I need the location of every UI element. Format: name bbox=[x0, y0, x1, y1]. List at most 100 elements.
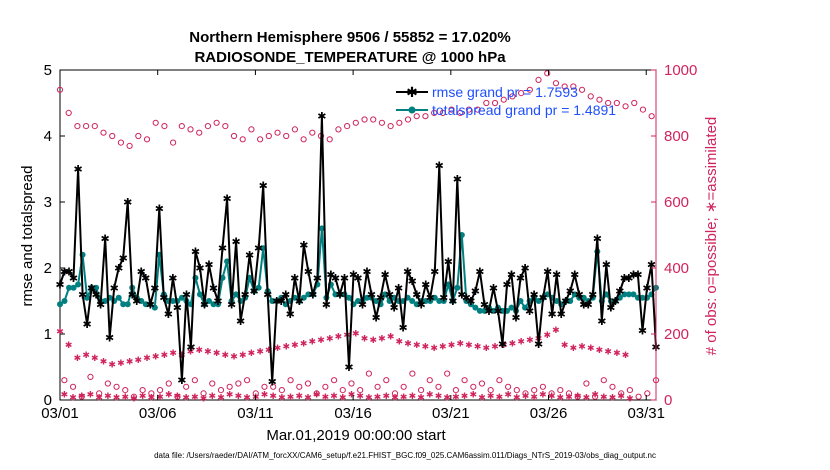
obs-assimilated-marker: ✱ bbox=[435, 392, 443, 402]
obs-possible-marker bbox=[344, 123, 351, 130]
obs-possible-marker bbox=[365, 370, 372, 377]
obs-assimilated-marker: ✱ bbox=[69, 394, 77, 404]
rmse-point: ✱ bbox=[241, 288, 250, 301]
y2-tick-label: 400 bbox=[664, 260, 689, 277]
obs-assimilated-marker: ✱ bbox=[191, 393, 199, 403]
obs-assimilated-marker: ✱ bbox=[548, 392, 556, 402]
rmse-point: ✱ bbox=[119, 252, 128, 265]
y2-axis-label: # of obs: o=possible; ∗=assimilated bbox=[703, 117, 720, 356]
obs-possible-marker bbox=[635, 393, 642, 400]
obs-assimilated-marker: ✱ bbox=[335, 333, 343, 343]
data-file-footer: data file: /Users/raeder/DAI/ATM_forcXX/… bbox=[154, 451, 656, 460]
obs-possible-marker bbox=[361, 116, 368, 123]
obs-assimilated-marker: ✱ bbox=[513, 394, 521, 404]
rmse-point: ✱ bbox=[371, 312, 380, 325]
obs-possible-marker bbox=[491, 99, 499, 107]
obs-assimilated-marker: ✱ bbox=[121, 393, 129, 403]
obs-assimilated-marker: ✱ bbox=[204, 348, 212, 358]
totalspread-point bbox=[57, 301, 63, 308]
obs-possible-marker bbox=[583, 380, 590, 387]
obs-assimilated-marker: ✱ bbox=[348, 390, 356, 400]
obs-possible-marker bbox=[513, 387, 520, 394]
x-tick-label: 03/31 bbox=[627, 405, 665, 422]
rmse-point: ✱ bbox=[353, 272, 362, 285]
obs-possible-marker bbox=[287, 377, 294, 384]
totalspread-point bbox=[102, 298, 109, 304]
rmse-point: ✱ bbox=[539, 292, 548, 305]
obs-possible-marker bbox=[578, 86, 586, 93]
obs-possible-marker bbox=[644, 390, 651, 397]
obs-possible-marker bbox=[257, 136, 264, 143]
obs-possible-marker bbox=[209, 380, 216, 387]
obs-possible-marker bbox=[309, 129, 316, 136]
obs-possible-marker bbox=[178, 123, 185, 130]
obs-assimilated-marker: ✱ bbox=[330, 392, 338, 402]
obs-assimilated-marker: ✱ bbox=[113, 394, 121, 404]
rmse-point: ✱ bbox=[308, 288, 317, 301]
rmse-point: ✱ bbox=[313, 272, 322, 285]
chart-title: Northern Hemisphere 9506 / 55852 = 17.02… bbox=[189, 29, 510, 46]
obs-possible-marker bbox=[230, 132, 238, 140]
obs-assimilated-marker: ✱ bbox=[552, 326, 560, 336]
rmse-point: ✱ bbox=[344, 361, 353, 374]
rmse-point: ✱ bbox=[480, 298, 489, 311]
obs-possible-marker bbox=[135, 132, 142, 140]
rmse-point: ✱ bbox=[543, 265, 552, 278]
obs-possible-marker bbox=[596, 96, 603, 103]
totalspread-point bbox=[467, 301, 474, 308]
rmse-point: ✱ bbox=[78, 288, 87, 301]
totalspread-point bbox=[260, 245, 267, 252]
totalspread-point bbox=[639, 294, 646, 301]
totalspread-point bbox=[382, 291, 389, 298]
rmse-point: ✱ bbox=[444, 255, 453, 268]
obs-assimilated-marker: ✱ bbox=[248, 349, 256, 359]
obs-assimilated-marker: ✱ bbox=[256, 348, 264, 358]
totalspread-point bbox=[364, 294, 371, 301]
obs-possible-marker bbox=[165, 380, 172, 387]
obs-assimilated-marker: ✱ bbox=[487, 392, 495, 402]
obs-assimilated-marker: ✱ bbox=[317, 336, 325, 346]
obs-possible-marker bbox=[565, 390, 573, 397]
rmse-point: ✱ bbox=[435, 160, 444, 173]
totalspread-point bbox=[115, 294, 122, 301]
y2-tick-label: 600 bbox=[664, 194, 689, 211]
x-tick-label: 03/06 bbox=[139, 405, 177, 422]
obs-possible-marker bbox=[487, 387, 494, 394]
totalspread-point bbox=[169, 298, 176, 304]
obs-possible-marker bbox=[243, 377, 251, 384]
obs-assimilated-marker: ✱ bbox=[591, 390, 599, 400]
rmse-point: ✱ bbox=[164, 308, 173, 321]
rmse-point: ✱ bbox=[629, 269, 638, 282]
rmse-point: ✱ bbox=[561, 295, 570, 308]
obs-possible-marker bbox=[548, 390, 555, 397]
legend-spread-label: totalspread grand pr = 1.4891 bbox=[432, 102, 616, 118]
totalspread-point bbox=[93, 284, 100, 291]
obs-assimilated-marker: ✱ bbox=[326, 334, 334, 344]
obs-assimilated-marker: ✱ bbox=[496, 393, 504, 403]
obs-possible-marker bbox=[544, 70, 551, 77]
obs-assimilated-marker: ✱ bbox=[261, 390, 269, 400]
rmse-point: ✱ bbox=[82, 318, 91, 331]
obs-possible-marker bbox=[183, 383, 190, 390]
obs-possible-marker bbox=[648, 113, 655, 120]
rmse-point: ✱ bbox=[498, 338, 507, 351]
obs-assimilated-marker: ✱ bbox=[626, 394, 634, 404]
obs-possible-marker bbox=[296, 383, 303, 390]
rmse-point: ✱ bbox=[317, 110, 326, 123]
totalspread-point bbox=[630, 291, 637, 298]
rmse-point: ✱ bbox=[448, 295, 457, 308]
totalspread-point bbox=[332, 291, 339, 298]
obs-possible-marker bbox=[352, 119, 359, 126]
obs-possible-marker bbox=[422, 113, 429, 120]
totalspread-point bbox=[567, 298, 574, 304]
obs-assimilated-marker: ✱ bbox=[282, 343, 290, 353]
obs-possible-marker bbox=[61, 377, 68, 384]
obs-assimilated-marker: ✱ bbox=[583, 394, 591, 404]
obs-assimilated-marker: ✱ bbox=[65, 341, 73, 351]
totalspread-point bbox=[553, 298, 560, 304]
obs-possible-marker bbox=[518, 90, 525, 97]
rmse-point: ✱ bbox=[73, 163, 82, 176]
rmse-point: ✱ bbox=[566, 285, 575, 298]
obs-assimilated-marker: ✱ bbox=[91, 354, 99, 364]
rmse-point: ✱ bbox=[268, 376, 277, 389]
